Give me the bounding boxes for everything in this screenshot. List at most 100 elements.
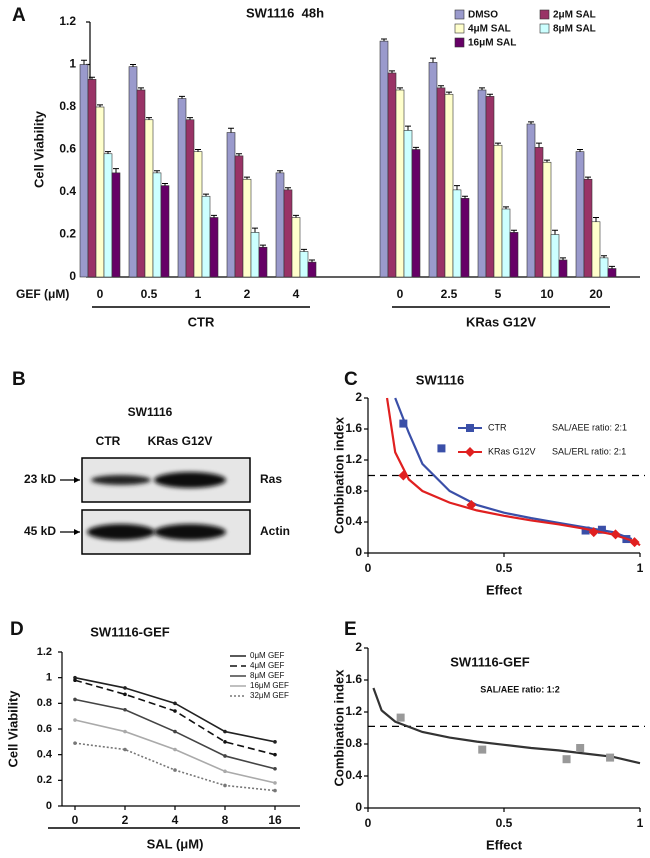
error-bar: [228, 127, 234, 133]
panel-letter: B: [12, 369, 26, 390]
blot-arrow-head: [74, 477, 80, 483]
bar: [403, 130, 413, 278]
legend-label: 32μM GEF: [250, 691, 289, 700]
x-tick-label: 8: [222, 813, 229, 827]
point: [223, 783, 227, 788]
point: [399, 419, 408, 428]
x-tick-label: 16: [268, 813, 282, 827]
legend-swatch: [454, 37, 465, 48]
error-bar: [277, 170, 283, 173]
y-tick-label: 0.8: [345, 483, 362, 497]
y-tick-label: 1.2: [59, 14, 76, 28]
point: [73, 678, 77, 683]
bar: [607, 268, 617, 278]
point: [123, 692, 127, 697]
x-tick-label: 0: [365, 816, 372, 830]
chart-title: SW1116: [416, 372, 464, 387]
bar: [550, 234, 560, 278]
point: [73, 697, 77, 702]
y-tick-label: 0.6: [59, 142, 76, 156]
bar: [258, 246, 268, 278]
bar: [387, 72, 397, 278]
band-label: Actin: [260, 524, 290, 538]
x-tick-label: 2.5: [441, 287, 458, 301]
blot-band: [91, 475, 151, 485]
bar: [534, 147, 544, 278]
bar: [193, 151, 203, 278]
bar: [395, 89, 405, 278]
x-tick-label: 20: [589, 287, 603, 301]
error-bar: [552, 229, 558, 235]
error-bar: [130, 64, 136, 67]
bar: [144, 119, 154, 278]
error-bar: [236, 153, 242, 156]
legend-label: 4μM GEF: [250, 661, 285, 670]
error-bar: [97, 104, 103, 107]
band-size: 45 kD: [24, 524, 56, 538]
bar: [411, 149, 421, 278]
y-tick-label: 0.4: [59, 184, 76, 198]
bar: [299, 251, 309, 278]
point: [223, 729, 227, 734]
point: [273, 752, 277, 757]
panel-letter: C: [344, 369, 358, 390]
point: [466, 499, 477, 510]
error-bar: [487, 93, 493, 97]
y-tick-label: 0: [69, 269, 76, 283]
panel-letter: A: [12, 5, 26, 26]
legend-label: KRas G12V: [488, 446, 536, 456]
error-bar: [430, 57, 436, 63]
band-label: Ras: [260, 472, 282, 486]
error-bar: [285, 187, 291, 190]
point: [123, 707, 127, 712]
fit-line: [385, 397, 641, 547]
blot-title: SW1116: [128, 405, 173, 419]
bar: [485, 96, 495, 278]
bar: [209, 217, 219, 278]
legend-marker: [465, 447, 475, 457]
point: [273, 788, 277, 793]
point: [123, 747, 127, 752]
bar: [379, 40, 389, 278]
error-bar: [560, 257, 566, 260]
bar: [160, 185, 170, 278]
x-tick-label: 0.5: [496, 816, 513, 830]
point: [223, 740, 227, 744]
legend-swatch: [454, 9, 465, 20]
error-bar: [438, 85, 444, 88]
group-label: KRas G12V: [466, 314, 536, 329]
bar: [509, 232, 519, 278]
x-tick-label: 0.5: [496, 561, 513, 575]
error-bar: [397, 87, 403, 90]
point: [173, 701, 177, 706]
legend-note: SAL/ERL ratio: 2:1: [552, 446, 626, 456]
bar: [242, 178, 252, 278]
bar: [452, 189, 462, 278]
y-tick-label: 1.6: [345, 672, 362, 686]
point: [73, 718, 77, 722]
point: [123, 729, 127, 734]
point: [398, 470, 409, 481]
x-tick-label: 4: [293, 287, 300, 301]
y-tick-label: 1.2: [345, 452, 362, 466]
bar: [226, 132, 236, 278]
point: [223, 754, 227, 758]
bar: [575, 151, 585, 278]
panel-letter: E: [344, 619, 357, 640]
error-bar: [244, 176, 250, 180]
bar: [185, 119, 195, 278]
bar: [128, 66, 138, 278]
error-bar: [601, 255, 607, 258]
bar: [79, 64, 89, 278]
point: [223, 769, 227, 774]
legend-label: CTR: [488, 422, 507, 432]
bar: [291, 217, 301, 278]
bar: [501, 208, 511, 278]
point: [597, 525, 606, 534]
bar: [103, 153, 113, 278]
error-bar: [593, 217, 599, 222]
point: [273, 740, 277, 744]
error-bar: [187, 117, 193, 120]
error-bar: [154, 170, 160, 173]
series-line: [74, 719, 276, 784]
